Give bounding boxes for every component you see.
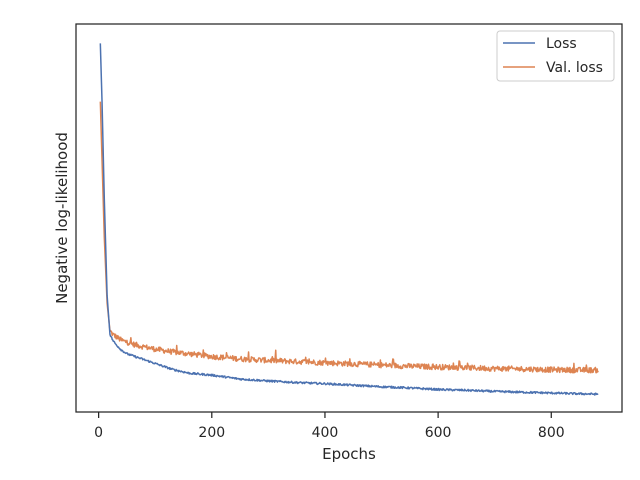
x-tick-label: 800 [538, 425, 565, 441]
y-axis-label: Negative log-likelihood [53, 132, 71, 304]
series-line-val-loss [99, 101, 599, 374]
x-axis-label: Epochs [322, 445, 376, 463]
x-tick-label: 400 [312, 425, 339, 441]
x-tick-label: 200 [198, 425, 225, 441]
legend-label-val-loss: Val. loss [546, 60, 603, 76]
legend: Loss Val. loss [496, 30, 615, 82]
series-lines [99, 43, 599, 396]
plot-frame [75, 23, 623, 413]
legend-label-loss: Loss [546, 36, 577, 52]
series-line-loss [99, 43, 599, 396]
x-tick-label: 0 [94, 425, 103, 441]
x-tick-label: 600 [425, 425, 452, 441]
x-ticks: 0 200 400 600 800 [94, 412, 565, 441]
